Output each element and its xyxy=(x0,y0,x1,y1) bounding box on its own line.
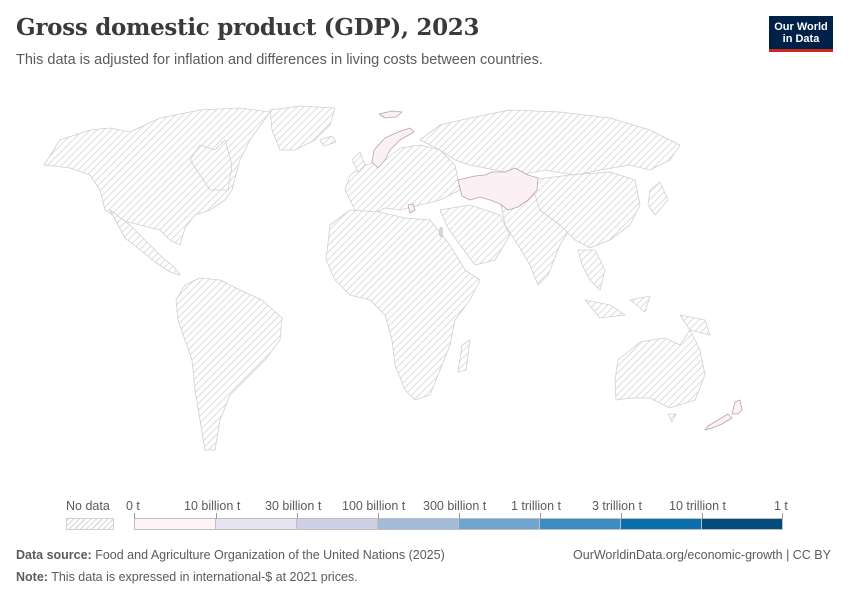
legend-no-data-swatch[interactable] xyxy=(66,518,114,530)
legend-bin-1[interactable] xyxy=(216,518,297,530)
region-north-america[interactable] xyxy=(43,107,271,246)
region-tasmania[interactable] xyxy=(667,413,677,423)
region-china[interactable] xyxy=(529,171,641,249)
owid-url-license[interactable]: OurWorldinData.org/economic-growth | CC … xyxy=(573,548,831,562)
region-svalbard[interactable] xyxy=(378,110,403,119)
data-source-link[interactable]: Food and Agriculture Organization of the… xyxy=(95,548,445,562)
owid-logo[interactable]: Our World in Data xyxy=(769,16,833,52)
region-africa[interactable] xyxy=(325,209,481,401)
region-australia[interactable] xyxy=(614,329,706,409)
region-greenland[interactable] xyxy=(269,105,336,151)
legend-bin-4[interactable] xyxy=(459,518,540,530)
legend-label-0: 0 t xyxy=(126,499,140,513)
region-kazakhstan[interactable] xyxy=(457,167,539,211)
legend-tick xyxy=(459,513,460,519)
region-new-zealand-north[interactable] xyxy=(731,399,743,415)
legend-tick xyxy=(782,513,783,519)
region-japan[interactable] xyxy=(647,181,669,216)
note-line: Note: This data is expressed in internat… xyxy=(16,570,358,584)
chart-subtitle: This data is adjusted for inflation and … xyxy=(16,52,543,68)
region-uk[interactable] xyxy=(351,151,366,173)
region-israel[interactable] xyxy=(439,227,443,237)
legend-bin-7[interactable] xyxy=(702,518,783,530)
region-middle-east[interactable] xyxy=(439,204,511,266)
region-indonesia[interactable] xyxy=(584,295,711,336)
legend-bin-6[interactable] xyxy=(621,518,702,530)
region-iceland[interactable] xyxy=(319,135,337,147)
logo-line-1: Our World xyxy=(774,21,828,33)
logo-line-2: in Data xyxy=(782,33,820,45)
legend-label-6: 3 trillion t xyxy=(592,499,643,513)
note-text: This data is expressed in international-… xyxy=(51,570,358,584)
region-south-america[interactable] xyxy=(175,277,283,451)
region-canada-east[interactable] xyxy=(189,139,233,191)
legend-tick xyxy=(378,513,379,519)
legend-bin-5[interactable] xyxy=(540,518,621,530)
region-madagascar[interactable] xyxy=(457,339,471,373)
legend-label-end: 1 t xyxy=(774,499,788,513)
legend-tick xyxy=(540,513,541,519)
note-label: Note: xyxy=(16,570,48,584)
region-central-america[interactable] xyxy=(109,209,181,276)
legend-tick xyxy=(297,513,298,519)
region-southeast-asia[interactable] xyxy=(577,249,606,291)
legend-bin-0[interactable] xyxy=(134,518,216,530)
legend-tick xyxy=(134,513,135,519)
region-russia[interactable] xyxy=(419,109,681,176)
data-source-line: Data source: Food and Agriculture Organi… xyxy=(16,548,445,562)
legend-tick xyxy=(702,513,703,519)
legend-no-data-label: No data xyxy=(66,499,110,513)
legend-tick xyxy=(621,513,622,519)
region-europe[interactable] xyxy=(344,144,461,216)
region-new-zealand-south[interactable] xyxy=(704,413,733,431)
legend-bin-2[interactable] xyxy=(297,518,378,530)
legend-tick xyxy=(216,513,217,519)
data-source-label: Data source: xyxy=(16,548,92,562)
chart-title: Gross domestic product (GDP), 2023 xyxy=(16,14,480,41)
region-greece[interactable] xyxy=(407,203,416,214)
legend-label-5: 1 trillion t xyxy=(511,499,562,513)
world-map[interactable] xyxy=(0,80,850,480)
legend-label-1: 10 billion t xyxy=(184,499,241,513)
legend-label-4: 300 billion t xyxy=(423,499,487,513)
legend-bin-3[interactable] xyxy=(378,518,459,530)
region-norway[interactable] xyxy=(371,127,415,169)
legend-label-3: 100 billion t xyxy=(342,499,406,513)
legend-label-7: 10 trillion t xyxy=(669,499,726,513)
legend-label-2: 30 billion t xyxy=(265,499,322,513)
